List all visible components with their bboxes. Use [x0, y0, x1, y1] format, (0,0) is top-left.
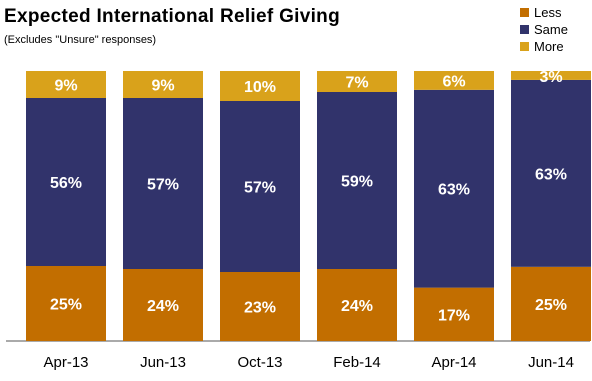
data-label-more-apr-14: 6%: [442, 73, 465, 90]
bar-less-apr-13: [26, 266, 106, 341]
data-label-same-jun-14: 63%: [535, 166, 567, 183]
legend-item-less: Less: [520, 4, 568, 21]
data-label-same-apr-14: 63%: [438, 182, 470, 199]
data-label-less-oct-13: 23%: [244, 300, 276, 317]
chart-subtitle: (Excludes "Unsure" responses): [4, 34, 157, 46]
legend-label: Same: [534, 22, 568, 37]
bar-less-apr-14: [414, 287, 494, 341]
bar-same-apr-13: [26, 98, 106, 266]
legend-label: More: [534, 39, 564, 54]
data-label-same-jun-13: 57%: [147, 177, 179, 194]
bar-more-oct-13: [220, 71, 300, 101]
bar-more-feb-14: [317, 71, 397, 92]
data-label-more-oct-13: 10%: [244, 79, 276, 96]
x-tick-label: Jun-14: [528, 354, 574, 371]
data-label-more-jun-13: 9%: [151, 78, 174, 95]
data-label-less-apr-13: 25%: [50, 297, 82, 314]
x-tick-label: Apr-14: [431, 354, 476, 371]
data-label-same-feb-14: 59%: [341, 174, 373, 191]
data-label-same-apr-13: 56%: [50, 175, 82, 192]
legend-swatch: [520, 25, 529, 34]
bar-less-jun-13: [123, 269, 203, 341]
legend-item-more: More: [520, 38, 568, 55]
data-label-less-jun-13: 24%: [147, 298, 179, 315]
bar-same-jun-13: [123, 98, 203, 269]
bar-same-oct-13: [220, 101, 300, 272]
legend-swatch: [520, 42, 529, 51]
bar-same-feb-14: [317, 92, 397, 269]
x-tick-label: Oct-13: [237, 354, 282, 371]
chart-title: Expected International Relief Giving: [4, 6, 340, 27]
x-tick-label: Jun-13: [140, 354, 186, 371]
x-tick-label: Apr-13: [43, 354, 88, 371]
legend: Less Same More: [520, 4, 568, 55]
bar-less-oct-13: [220, 272, 300, 341]
bar-same-jun-14: [511, 79, 591, 267]
data-label-less-apr-14: 17%: [438, 307, 470, 324]
data-label-less-jun-14: 25%: [535, 297, 567, 314]
bar-more-jun-14: [511, 71, 591, 80]
bar-more-apr-13: [26, 71, 106, 98]
legend-label: Less: [534, 5, 562, 20]
bar-more-apr-14: [414, 71, 494, 90]
data-label-more-feb-14: 7%: [345, 75, 368, 92]
bar-less-jun-14: [511, 266, 591, 341]
data-label-less-feb-14: 24%: [341, 298, 373, 315]
bar-less-feb-14: [317, 269, 397, 341]
legend-swatch: [520, 8, 529, 17]
data-label-more-jun-14: 3%: [539, 69, 562, 86]
bar-same-apr-14: [414, 89, 494, 288]
data-label-more-apr-13: 9%: [54, 78, 77, 95]
data-label-same-oct-13: 57%: [244, 180, 276, 197]
legend-item-same: Same: [520, 21, 568, 38]
bar-more-jun-13: [123, 71, 203, 98]
x-tick-label: Feb-14: [333, 354, 381, 371]
